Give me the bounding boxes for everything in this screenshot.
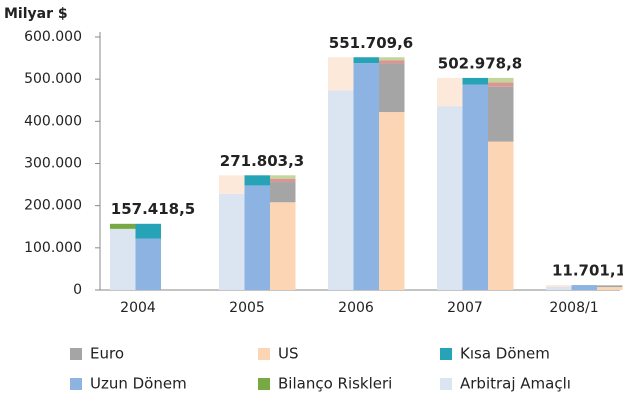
bar-segment [379,60,405,64]
legend-label: Euro [90,345,124,363]
bar-segment [437,106,463,290]
legend-swatch [70,378,82,390]
bar-segment [546,286,572,290]
y-tick-label: 100.000 [24,240,82,256]
bar-segment [379,57,405,61]
bar-segment [353,57,379,64]
y-axis-label: Milyar $ [4,6,68,22]
bar-segment [379,63,405,113]
bar-segment [328,90,354,290]
legend-label: Kısa Dönem [460,345,550,363]
bar-segment [462,84,488,290]
y-tick-label: 300.000 [24,156,82,172]
bar-segment [244,175,270,186]
bar-segment [270,182,296,203]
bar-segment [488,86,514,142]
y-tick-label: 200.000 [24,198,82,214]
bar-segment [244,185,270,290]
bar-segment [597,285,623,288]
total-label: 157.418,5 [111,200,195,218]
bar-segment [488,82,514,87]
y-tick-label: 0 [73,282,82,298]
y-tick-label: 400.000 [24,113,82,129]
x-tick-label: 2004 [120,300,156,316]
bar-segment [270,175,296,179]
legend-label: US [278,345,299,363]
bar-segment [546,285,572,287]
bar-segment [110,223,136,229]
legend-swatch [258,348,270,360]
bar-segment [353,63,379,290]
bar-segment [219,175,245,194]
bar-segment [597,287,623,290]
legend-label: Bilanço Riskleri [278,375,392,393]
bar-segment [488,77,514,83]
bar-segment [135,223,161,239]
bar-segment [571,285,597,290]
x-tick-label: 2005 [229,300,265,316]
bar-segment [488,141,514,290]
x-tick-label: 2008/1 [549,300,598,316]
total-label: 271.803,3 [220,152,304,170]
legend-swatch [440,378,452,390]
y-tick-label: 500.000 [24,71,82,87]
bar-segment [270,202,296,290]
x-tick-label: 2007 [447,300,483,316]
legend-label: Arbitraj Amaçlı [460,375,571,393]
bar-segment [379,112,405,290]
bar-segment [110,228,136,290]
bar-segment [270,178,296,183]
legend-swatch [258,378,270,390]
bar-segment [219,193,245,290]
legend-swatch [440,348,452,360]
total-label: 502.978,8 [438,54,522,72]
total-label: 551.709,6 [329,34,413,52]
bar-segment [135,238,161,290]
legend-swatch [70,348,82,360]
bar-segment [328,57,354,91]
bar-segment [437,77,463,107]
x-tick-label: 2006 [338,300,374,316]
bar-segment [462,77,488,85]
legend-label: Uzun Dönem [90,375,187,393]
total-label: 11.701,1 [552,262,623,280]
y-tick-label: 600.000 [24,29,82,45]
